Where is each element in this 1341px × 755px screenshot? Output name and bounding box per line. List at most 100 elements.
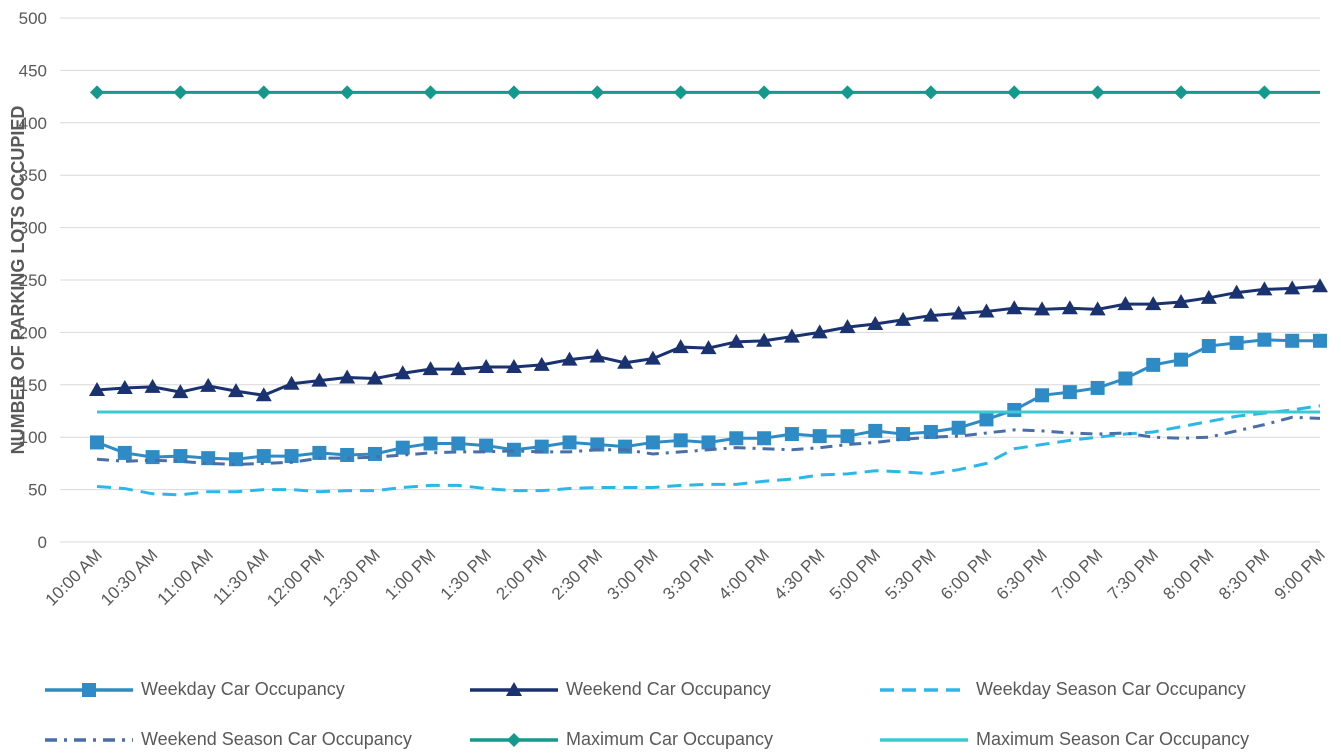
marker [1062, 385, 1077, 400]
marker [979, 412, 994, 427]
marker [1257, 332, 1272, 347]
marker [173, 449, 188, 464]
y-tick-label: 100 [19, 428, 47, 447]
marker [145, 450, 160, 465]
marker [701, 435, 716, 450]
marker [1228, 284, 1245, 299]
legend-marker [507, 733, 521, 747]
marker [534, 439, 549, 454]
series-line [96, 415, 1321, 466]
legend-label: Weekday Car Occupancy [141, 679, 345, 699]
marker [840, 429, 855, 444]
marker [1090, 85, 1105, 100]
x-tick-label: 7:00 PM [1048, 545, 1106, 603]
x-tick-label: 4:00 PM [715, 545, 773, 603]
marker [311, 372, 328, 387]
legend-marker [82, 683, 96, 697]
marker [312, 445, 327, 460]
y-tick-label: 400 [19, 114, 47, 133]
marker [923, 424, 938, 439]
legend-label: Weekend Season Car Occupancy [141, 729, 412, 749]
marker [617, 354, 634, 369]
marker [478, 358, 495, 373]
marker [1201, 339, 1216, 354]
marker [672, 339, 689, 354]
marker [367, 446, 382, 461]
marker [533, 356, 550, 371]
marker [117, 445, 132, 460]
legend-label: Weekday Season Car Occupancy [976, 679, 1246, 699]
marker [366, 370, 383, 385]
marker [1090, 380, 1105, 395]
marker [868, 423, 883, 438]
marker [783, 328, 800, 343]
x-tick-label: 1:30 PM [437, 545, 495, 603]
marker [340, 85, 355, 100]
marker [1117, 296, 1134, 311]
marker [1035, 388, 1050, 403]
marker [1257, 85, 1272, 100]
marker [839, 319, 856, 334]
marker [895, 311, 912, 326]
x-tick-label: 3:30 PM [659, 545, 717, 603]
marker [89, 382, 105, 397]
marker [256, 85, 271, 100]
marker [896, 427, 911, 442]
y-axis-label: NUMBER OF PARKING LOTS OCCUPIED [8, 106, 28, 455]
x-tick-label: 5:00 PM [826, 545, 884, 603]
y-tick-label: 500 [19, 9, 47, 28]
marker [950, 305, 967, 320]
marker [227, 383, 244, 398]
marker [644, 350, 661, 365]
marker [784, 427, 799, 442]
marker [1061, 300, 1078, 315]
x-tick-label: 10:30 AM [97, 545, 161, 609]
y-tick-label: 450 [19, 61, 47, 80]
marker [423, 85, 438, 100]
y-tick-label: 200 [19, 323, 47, 342]
x-tick-label: 9:00 PM [1271, 545, 1329, 603]
marker [673, 433, 688, 448]
marker [340, 448, 355, 463]
marker [395, 440, 410, 455]
x-tick-label: 2:30 PM [548, 545, 606, 603]
marker [589, 348, 606, 363]
marker [256, 449, 271, 464]
marker [618, 439, 633, 454]
x-tick-label: 8:00 PM [1159, 545, 1217, 603]
marker [339, 369, 356, 384]
marker [1285, 333, 1300, 348]
marker [757, 431, 772, 446]
legend-item: Weekend Car Occupancy [470, 679, 771, 699]
marker [922, 307, 939, 322]
marker [90, 435, 104, 450]
series-line [96, 404, 1321, 497]
marker [1174, 85, 1189, 100]
marker [728, 333, 745, 348]
legend-label: Weekend Car Occupancy [566, 679, 771, 699]
y-tick-label: 350 [19, 166, 47, 185]
marker [1145, 296, 1162, 311]
marker [283, 375, 300, 390]
x-tick-label: 12:00 PM [263, 545, 328, 610]
marker [284, 449, 299, 464]
marker [645, 435, 660, 450]
marker [1312, 278, 1328, 293]
legend-label: Maximum Car Occupancy [566, 729, 773, 749]
marker [1173, 294, 1190, 309]
x-tick-label: 6:30 PM [993, 545, 1051, 603]
marker [590, 437, 605, 452]
legend-item: Maximum Car Occupancy [470, 729, 773, 749]
y-tick-label: 50 [28, 481, 47, 500]
x-tick-label: 4:30 PM [770, 545, 828, 603]
x-tick-label: 8:30 PM [1215, 545, 1273, 603]
marker [1089, 301, 1106, 316]
marker [422, 361, 439, 376]
x-tick-label: 12:30 PM [319, 545, 384, 610]
legend-item: Maximum Season Car Occupancy [880, 729, 1249, 749]
marker [90, 85, 104, 100]
marker [867, 316, 884, 331]
marker [506, 85, 521, 100]
marker [173, 85, 188, 100]
marker [1146, 357, 1161, 372]
